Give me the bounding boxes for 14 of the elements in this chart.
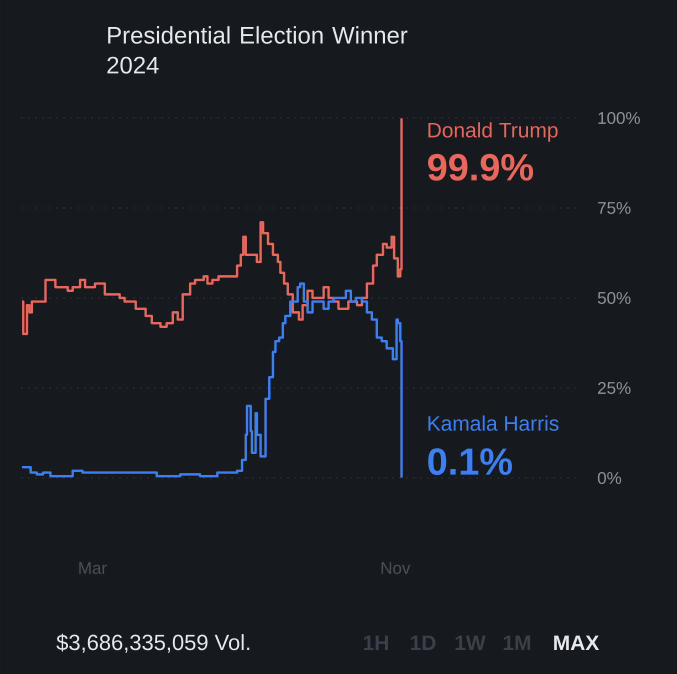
y-tick-label: 75%: [598, 202, 630, 214]
series-label: Kamala Harris: [428, 415, 558, 431]
x-tick-label: Nov: [382, 562, 410, 574]
x-tick-label: Mar: [79, 562, 107, 574]
y-tick-label: 25%: [598, 382, 630, 394]
y-tick-label: 50%: [598, 292, 630, 304]
series-label: Donald Trump: [428, 122, 558, 142]
data-label: 99.9%: [428, 154, 534, 181]
data-label: 0.1%: [428, 448, 512, 475]
chart-title: Presidential Election Winner 2024: [107, 26, 408, 74]
text: MAX: [554, 636, 600, 650]
y-tick-label: 0%: [598, 472, 622, 484]
y-tick-label: 100%: [598, 112, 640, 124]
text: $3,686,335,059 Vol.: [56, 634, 250, 653]
